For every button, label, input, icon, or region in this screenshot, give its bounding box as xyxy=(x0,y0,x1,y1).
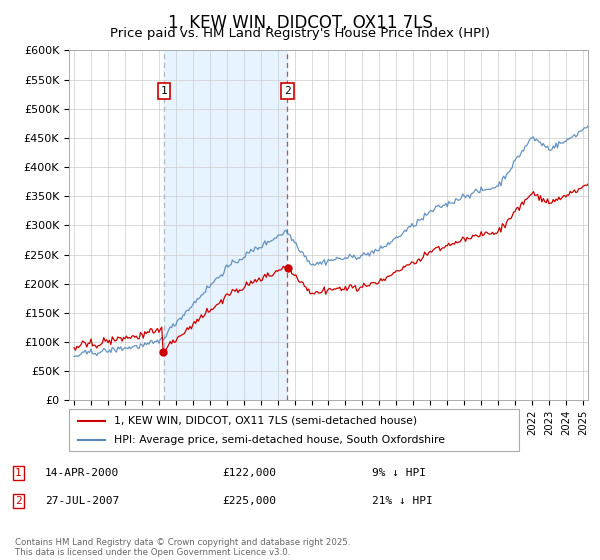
Text: 1: 1 xyxy=(15,468,22,478)
Text: 21% ↓ HPI: 21% ↓ HPI xyxy=(372,496,433,506)
Text: 1, KEW WIN, DIDCOT, OX11 7LS (semi-detached house): 1, KEW WIN, DIDCOT, OX11 7LS (semi-detac… xyxy=(114,416,417,426)
Text: £122,000: £122,000 xyxy=(222,468,276,478)
Text: £225,000: £225,000 xyxy=(222,496,276,506)
FancyBboxPatch shape xyxy=(69,409,519,451)
Text: 1: 1 xyxy=(160,86,167,96)
Text: Contains HM Land Registry data © Crown copyright and database right 2025.
This d: Contains HM Land Registry data © Crown c… xyxy=(15,538,350,557)
Text: HPI: Average price, semi-detached house, South Oxfordshire: HPI: Average price, semi-detached house,… xyxy=(114,435,445,445)
Text: 14-APR-2000: 14-APR-2000 xyxy=(45,468,119,478)
Text: 9% ↓ HPI: 9% ↓ HPI xyxy=(372,468,426,478)
Text: 2: 2 xyxy=(284,86,291,96)
Bar xyxy=(164,50,287,400)
Text: Price paid vs. HM Land Registry's House Price Index (HPI): Price paid vs. HM Land Registry's House … xyxy=(110,27,490,40)
Text: 27-JUL-2007: 27-JUL-2007 xyxy=(45,496,119,506)
Text: 1, KEW WIN, DIDCOT, OX11 7LS: 1, KEW WIN, DIDCOT, OX11 7LS xyxy=(167,14,433,32)
Text: 2: 2 xyxy=(15,496,22,506)
